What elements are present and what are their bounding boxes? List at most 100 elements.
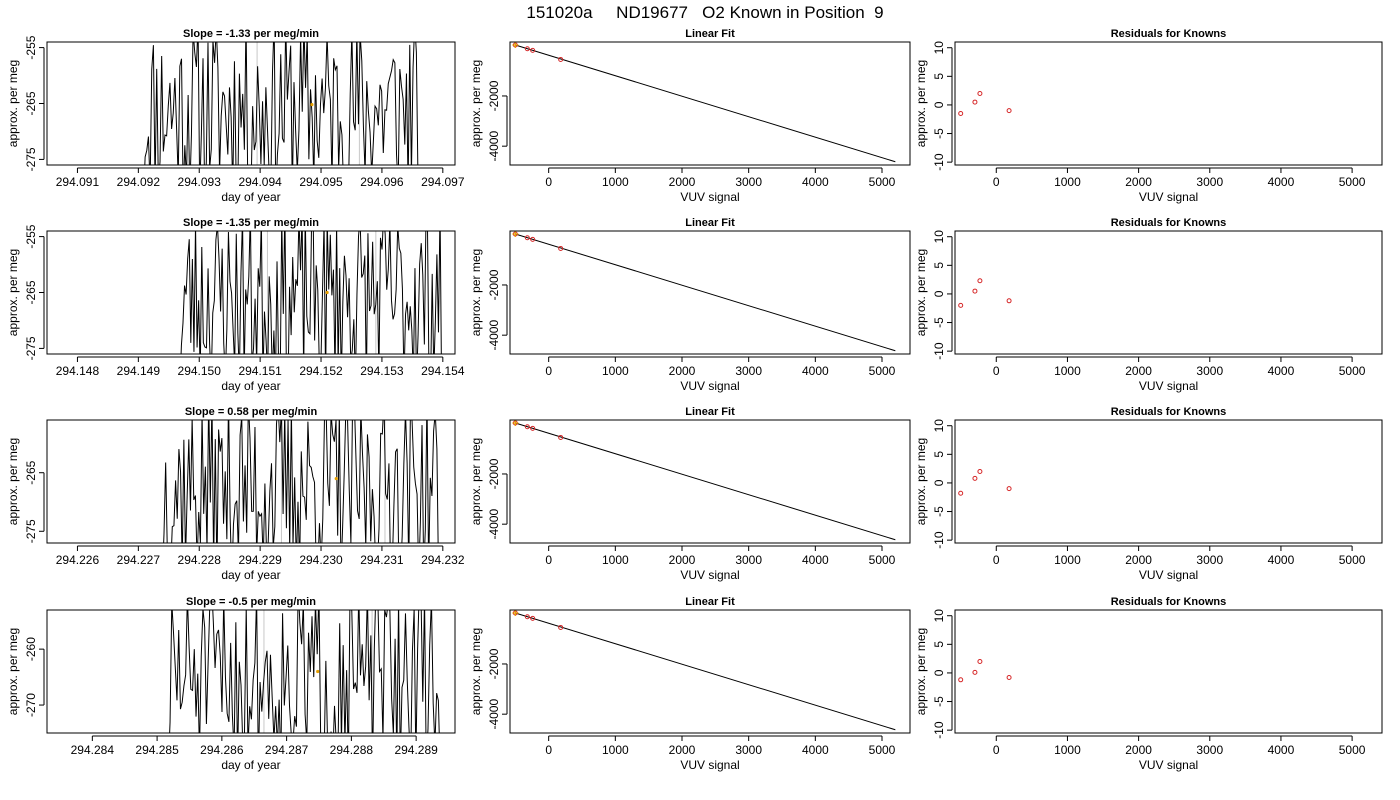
- x-tick-label: 1000: [1054, 743, 1081, 757]
- data-point: [1006, 486, 1012, 492]
- y-axis-label: approx. per meg: [469, 249, 483, 336]
- x-tick-label: 2000: [1125, 364, 1152, 378]
- x-tick-label: 294.148: [56, 364, 100, 378]
- x-tick-label: 294.288: [330, 743, 374, 757]
- x-tick-label: 0: [545, 553, 552, 567]
- data-point: [524, 235, 530, 241]
- y-axis-label: approx. per meg: [6, 60, 20, 147]
- data-point: [1006, 298, 1012, 304]
- x-tick-label: 4000: [1268, 743, 1295, 757]
- x-tick-label: 2000: [669, 364, 696, 378]
- x-tick-label: 1000: [1054, 175, 1081, 189]
- x-tick-label: 3000: [1196, 553, 1223, 567]
- x-tick-label: 294.287: [265, 743, 309, 757]
- series-line: [180, 231, 442, 354]
- x-tick-label: 5000: [1339, 175, 1366, 189]
- x-tick-label: 294.093: [178, 175, 222, 189]
- y-axis-label: approx. per meg: [469, 60, 483, 147]
- x-tick-label: 294.094: [238, 175, 282, 189]
- y-tick-label: -275: [24, 519, 38, 543]
- y-tick-label: -5: [932, 506, 946, 517]
- panel-title: Linear Fit: [685, 217, 735, 229]
- x-tick-label: 294.230: [299, 553, 343, 567]
- x-tick-label: 1000: [1054, 364, 1081, 378]
- x-tick-label: 3000: [735, 175, 762, 189]
- x-tick-label: 4000: [1268, 364, 1295, 378]
- y-tick-label: -260: [24, 637, 38, 661]
- x-tick-label: 5000: [869, 553, 896, 567]
- x-tick-label: 0: [993, 364, 1000, 378]
- y-tick-label: -270: [24, 693, 38, 717]
- x-tick-label: 294.095: [299, 175, 343, 189]
- series-line: [144, 42, 419, 165]
- x-tick-label: 294.284: [71, 743, 115, 757]
- y-tick-label: -4000: [487, 320, 501, 351]
- x-tick-label: 5000: [869, 175, 896, 189]
- panels-group: Slope = -1.33 per meg/min 294.091 294.092 2…: [6, 28, 1383, 772]
- x-tick-label: 294.228: [178, 553, 222, 567]
- y-tick-label: -255: [24, 35, 38, 59]
- x-tick-label: 294.227: [117, 553, 161, 567]
- panel-timeseries-row-4: Slope = -0.5 per meg/min 294.284 294.285 29…: [6, 596, 456, 772]
- data-point: [1006, 108, 1012, 114]
- x-tick-label: 2000: [1125, 743, 1152, 757]
- x-tick-label: 294.286: [200, 743, 244, 757]
- x-axis-label: day of year: [221, 758, 280, 772]
- x-tick-label: 294.232: [421, 553, 465, 567]
- plot-frame: [954, 230, 1383, 355]
- x-tick-label: 1000: [602, 743, 629, 757]
- x-tick-label: 0: [993, 553, 1000, 567]
- series-line: [163, 420, 439, 543]
- data-point: [977, 90, 983, 96]
- x-tick-label: 294.153: [360, 364, 404, 378]
- x-axis-label: VUV signal: [680, 379, 739, 393]
- x-axis-label: VUV signal: [680, 758, 739, 772]
- x-tick-label: 3000: [735, 364, 762, 378]
- y-tick-label: -265: [24, 91, 38, 115]
- plot-frame: [954, 609, 1383, 734]
- plot-frame: [46, 609, 456, 734]
- series-line: [169, 610, 440, 733]
- x-tick-label: 4000: [1268, 553, 1295, 567]
- data-point: [524, 614, 530, 620]
- data-point: [558, 245, 564, 251]
- y-axis-label: approx. per meg: [6, 249, 20, 336]
- x-tick-label: 4000: [802, 743, 829, 757]
- x-tick-label: 4000: [1268, 175, 1295, 189]
- y-tick-label: -10: [932, 153, 946, 171]
- x-tick-label: 294.229: [238, 553, 282, 567]
- y-tick-label: -5: [932, 696, 946, 707]
- panel-fit-row-3: Linear Fit 0 1000 2000 3000 4000 5000 VUV signa…: [469, 406, 911, 582]
- panel-timeseries-row-2: Slope = -1.35 per meg/min 294.148 294.149 2…: [6, 217, 465, 393]
- x-tick-label: 0: [545, 175, 552, 189]
- panel-title: Linear Fit: [685, 596, 735, 608]
- x-axis-label: day of year: [221, 568, 280, 582]
- x-tick-label: 294.231: [360, 553, 404, 567]
- x-tick-label: 1000: [1054, 553, 1081, 567]
- fit-line: [515, 44, 896, 163]
- x-tick-label: 2000: [1125, 553, 1152, 567]
- x-tick-label: 2000: [669, 743, 696, 757]
- data-point: [1006, 675, 1012, 681]
- y-tick-label: -2000: [487, 269, 501, 300]
- x-tick-label: 294.289: [394, 743, 438, 757]
- panel-title: Residuals for Knowns: [1111, 217, 1227, 229]
- x-axis-label: VUV signal: [1139, 190, 1198, 204]
- data-point: [972, 475, 978, 481]
- x-tick-label: 5000: [869, 743, 896, 757]
- x-tick-label: 3000: [1196, 364, 1223, 378]
- panel-title: Slope = -1.33 per meg/min: [183, 28, 319, 40]
- data-point: [972, 288, 978, 294]
- plot-area: [512, 42, 896, 163]
- panel-title: Residuals for Knowns: [1111, 596, 1227, 608]
- known-marker: [334, 476, 338, 481]
- panel-timeseries-row-1: Slope = -1.33 per meg/min 294.091 294.092 2…: [6, 28, 465, 204]
- fit-line: [515, 422, 896, 541]
- figure-title: 151020a ND19677 O2 Known in Position 9: [526, 3, 883, 22]
- x-tick-label: 3000: [735, 743, 762, 757]
- data-point: [958, 111, 964, 117]
- x-tick-label: 294.096: [360, 175, 404, 189]
- plot-frame: [46, 41, 456, 166]
- y-tick-label: -275: [24, 147, 38, 171]
